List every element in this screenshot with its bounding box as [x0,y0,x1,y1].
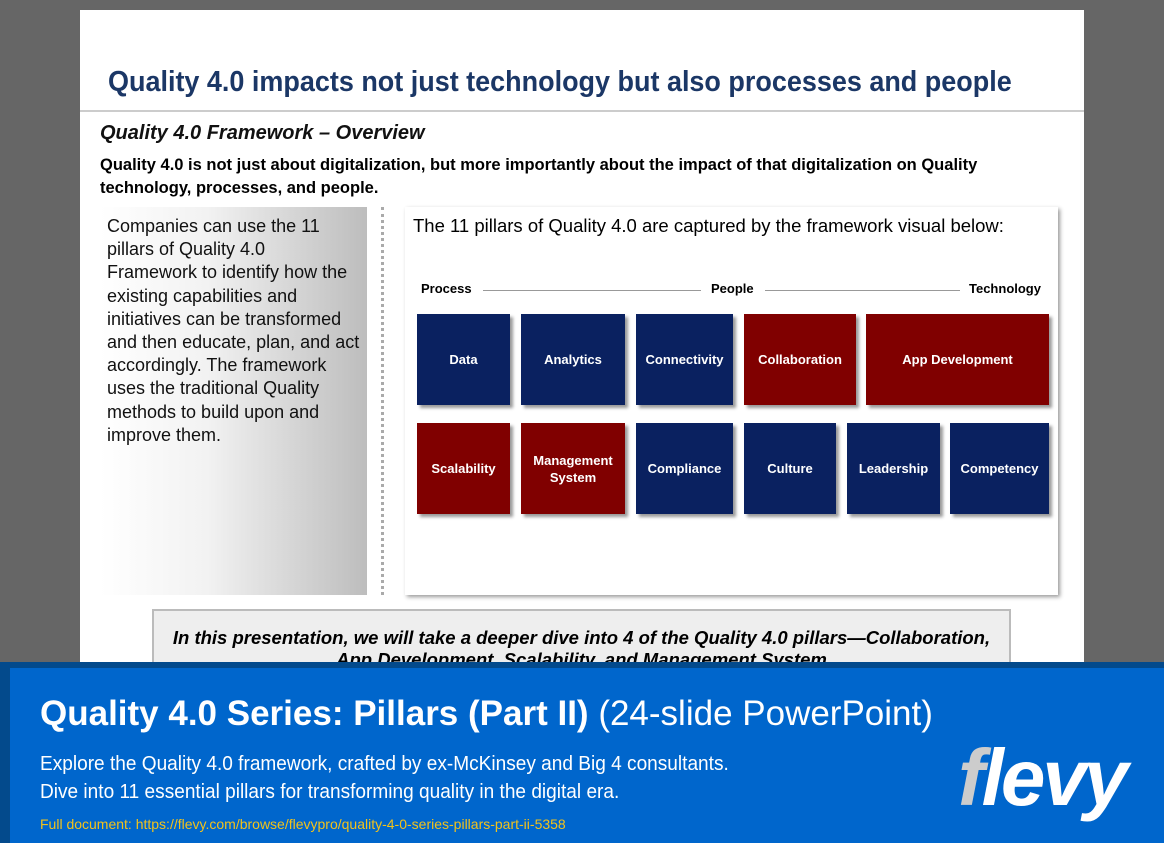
pillar-tile: Leadership [847,423,940,514]
pillar-tile: Collaboration [744,314,856,405]
pillar-tile: Management System [521,423,625,514]
lead-text: Quality 4.0 is not just about digitaliza… [100,156,978,197]
slide-title: Quality 4.0 impacts not just technology … [108,66,1012,98]
banner-title: Quality 4.0 Series: Pillars (Part II) (2… [40,694,933,734]
pillar-tile: Compliance [636,423,733,514]
promo-banner: Quality 4.0 Series: Pillars (Part II) (2… [0,662,1164,843]
left-description-box: Companies can use the 11 pillars of Qual… [100,207,367,595]
pillar-tile: App Development [866,314,1049,405]
pillar-tile: Culture [744,423,836,514]
flevy-logo: flevy [958,733,1128,822]
dotted-divider [381,207,384,595]
panel-heading: The 11 pillars of Quality 4.0 are captur… [413,215,1004,236]
pillar-tile: Data [417,314,510,405]
title-divider [80,110,1084,112]
axis-line [483,290,701,291]
slide: Quality 4.0 impacts not just technology … [80,10,1084,689]
label-technology: Technology [969,281,1041,296]
framework-panel: The 11 pillars of Quality 4.0 are captur… [405,207,1058,595]
banner-description: Explore the Quality 4.0 framework, craft… [40,752,729,803]
pillar-tile: Analytics [521,314,625,405]
document-link[interactable]: Full document: https://flevy.com/browse/… [40,816,566,832]
banner-title-bold: Quality 4.0 Series: Pillars (Part II) [40,694,589,733]
label-people: People [711,281,754,296]
label-process: Process [421,281,472,296]
pillar-tile: Scalability [417,423,510,514]
pillar-tile: Competency [950,423,1049,514]
axis-line [765,290,960,291]
slide-subtitle: Quality 4.0 Framework – Overview [100,122,425,144]
pillar-tile: Connectivity [636,314,733,405]
banner-title-light: (24-slide PowerPoint) [598,694,933,733]
